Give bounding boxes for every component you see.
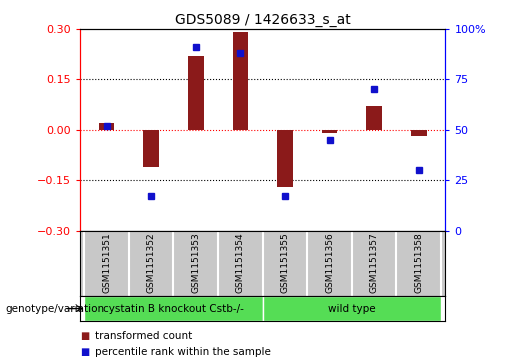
Text: ■: ■ (80, 331, 89, 341)
Bar (188, 56, 203, 130)
Bar (411, 130, 426, 136)
Bar (277, 130, 293, 187)
Text: cystatin B knockout Cstb-/-: cystatin B knockout Cstb-/- (103, 303, 244, 314)
Text: ■: ■ (80, 347, 89, 357)
Text: wild type: wild type (328, 303, 375, 314)
Text: transformed count: transformed count (95, 331, 193, 341)
Bar (99, 123, 114, 130)
Text: genotype/variation: genotype/variation (5, 303, 104, 314)
Title: GDS5089 / 1426633_s_at: GDS5089 / 1426633_s_at (175, 13, 351, 26)
Bar (322, 130, 337, 133)
Bar (263, 296, 441, 321)
Text: GSM1151358: GSM1151358 (414, 232, 423, 293)
Text: GSM1151355: GSM1151355 (281, 232, 289, 293)
Text: GSM1151353: GSM1151353 (191, 232, 200, 293)
Bar (143, 130, 159, 167)
Text: GSM1151351: GSM1151351 (102, 232, 111, 293)
Text: GSM1151352: GSM1151352 (147, 232, 156, 293)
Bar (366, 106, 382, 130)
Text: GSM1151356: GSM1151356 (325, 232, 334, 293)
Text: GSM1151357: GSM1151357 (370, 232, 379, 293)
Bar (233, 32, 248, 130)
Text: GSM1151354: GSM1151354 (236, 232, 245, 293)
Bar (84, 296, 263, 321)
Text: percentile rank within the sample: percentile rank within the sample (95, 347, 271, 357)
